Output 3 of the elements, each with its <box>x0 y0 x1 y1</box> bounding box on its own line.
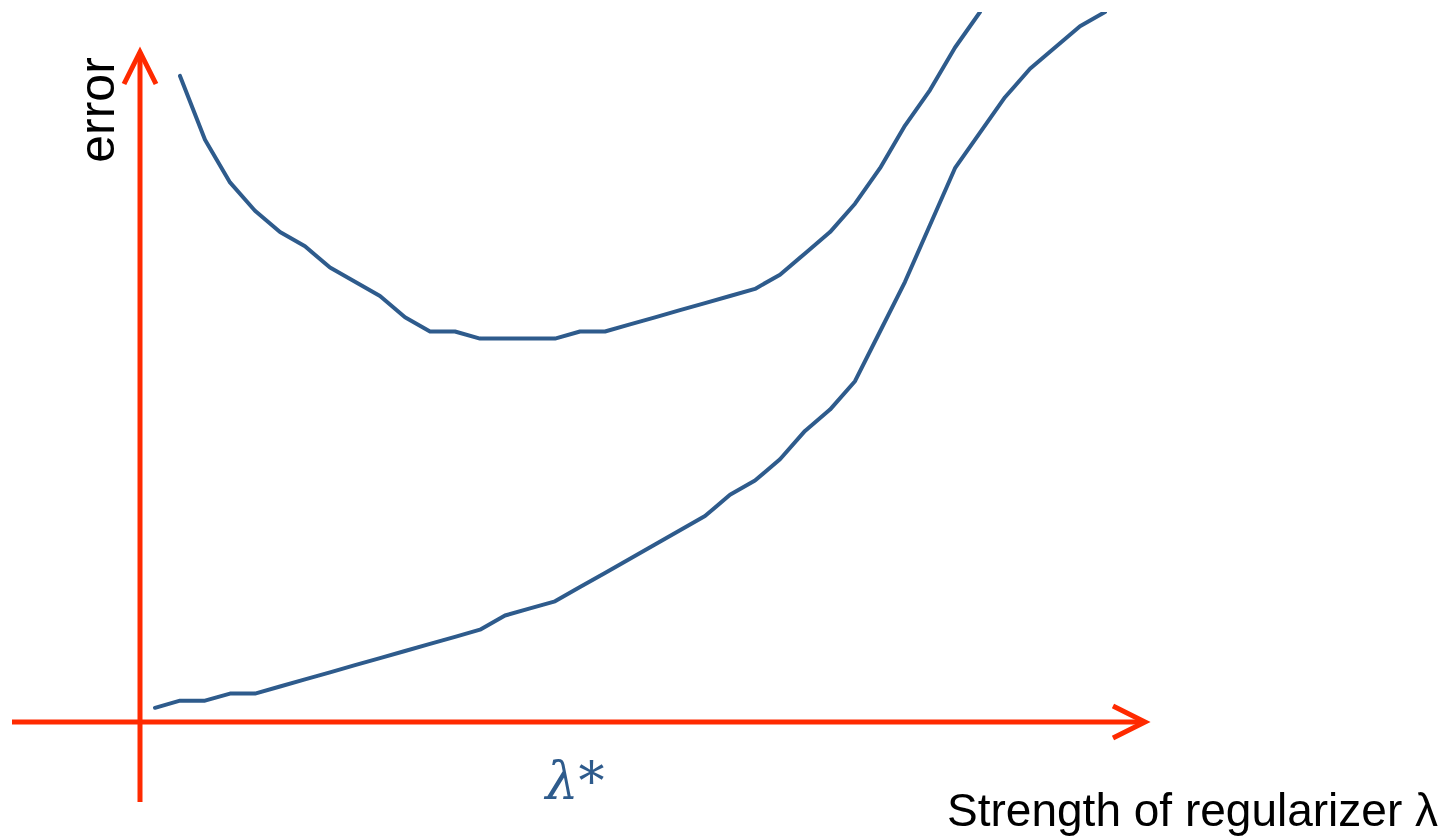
y-axis-title: error <box>68 57 125 163</box>
text: λ* <box>543 750 605 811</box>
x-axis-title: Strength of regularizer λ <box>947 784 1438 836</box>
